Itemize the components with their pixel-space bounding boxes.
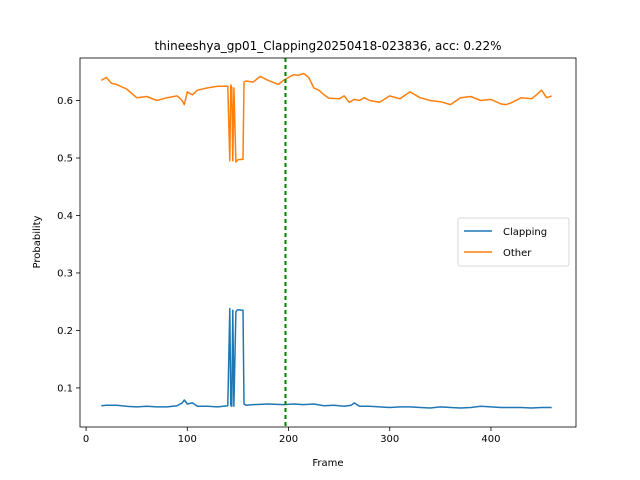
y-tick-label: 0.2	[57, 326, 73, 337]
y-tick-label: 0.3	[57, 268, 73, 279]
x-tick-label: 0	[83, 434, 89, 445]
x-tick-label: 400	[481, 434, 500, 445]
x-axis-label: Frame	[312, 458, 343, 469]
series-line-clapping	[101, 307, 552, 409]
x-tick-label: 300	[380, 434, 399, 445]
legend: Clapping Other	[457, 217, 570, 267]
series-line-other	[100, 72, 552, 163]
y-tick-label: 0.5	[57, 154, 73, 165]
y-tick-label: 0.6	[57, 96, 73, 107]
legend-box	[457, 217, 570, 267]
y-axis-label: Probability	[32, 215, 43, 268]
x-axis-ticks: 0 100 200 300 400	[83, 427, 501, 445]
y-tick-label: 0.4	[57, 211, 73, 222]
x-tick-label: 200	[279, 434, 298, 445]
chart-title: thineeshya_gp01_Clapping20250418-023836,…	[154, 39, 501, 53]
y-axis-ticks: 0.1 0.2 0.3 0.4 0.5 0.6	[57, 96, 80, 394]
y-tick-label: 0.1	[57, 383, 73, 394]
legend-label-other: Other	[503, 248, 532, 259]
axes-frame	[79, 57, 577, 428]
plot-area	[100, 58, 552, 427]
x-tick-label: 100	[178, 434, 197, 445]
legend-label-clapping: Clapping	[503, 227, 547, 238]
